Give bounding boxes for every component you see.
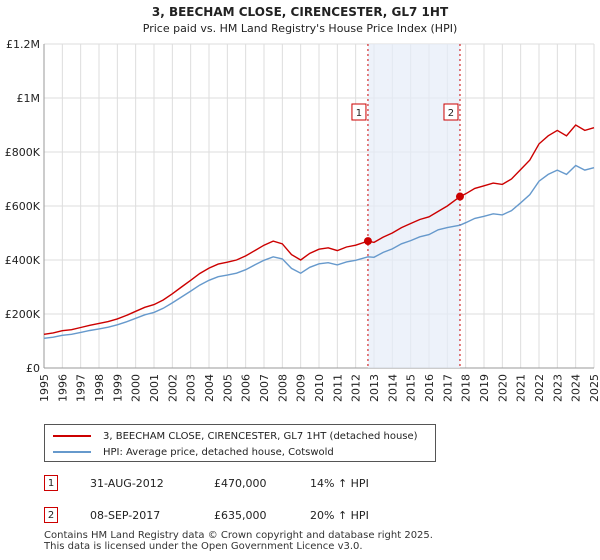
sale-hpi-change: 20% ↑ HPI xyxy=(310,508,369,522)
x-tick-label: 2019 xyxy=(478,374,491,402)
x-tick-label: 1999 xyxy=(111,374,124,402)
x-tick-label: 2001 xyxy=(148,374,161,402)
legend-item-property: 3, BEECHAM CLOSE, CIRENCESTER, GL7 1HT (… xyxy=(53,428,418,444)
sale-row-1: 1 31-AUG-2012 £470,000 14% ↑ HPI xyxy=(44,474,369,492)
points-layer xyxy=(363,192,464,246)
sale-date: 31-AUG-2012 xyxy=(90,476,164,490)
sale-row-2: 2 08-SEP-2017 £635,000 20% ↑ HPI xyxy=(44,506,369,524)
x-tick-label: 2016 xyxy=(423,374,436,402)
x-tick-label: 2014 xyxy=(386,374,399,402)
x-tick-label: 1996 xyxy=(56,374,69,402)
footer: Contains HM Land Registry data © Crown c… xyxy=(44,530,433,552)
x-tick-label: 2021 xyxy=(515,374,528,402)
y-tick-label: £600K xyxy=(5,200,41,213)
sale-date: 08-SEP-2017 xyxy=(90,508,161,522)
x-tick-label: 2025 xyxy=(588,374,600,402)
x-tick-label: 2004 xyxy=(203,374,216,402)
x-tick-label: 2020 xyxy=(496,374,509,402)
sale-badge-label-2: 2 xyxy=(448,108,454,119)
sale-badge-box-2 xyxy=(443,103,459,121)
property-series-line xyxy=(43,124,595,335)
legend: 3, BEECHAM CLOSE, CIRENCESTER, GL7 1HT (… xyxy=(44,424,436,462)
y-axis: £0 £200K £400K £600K £800K £1M £1.2M xyxy=(5,38,41,375)
legend-item-hpi: HPI: Average price, detached house, Cots… xyxy=(53,444,334,460)
x-tick-label: 2023 xyxy=(551,374,564,402)
x-tick-label: 1998 xyxy=(93,374,106,402)
sale-badge-box-1 xyxy=(351,103,367,121)
y-tick-label: £1.2M xyxy=(6,38,40,51)
x-tick-label: 2007 xyxy=(258,374,271,402)
chart-subtitle: Price paid vs. HM Land Registry's House … xyxy=(143,22,458,35)
series-layer xyxy=(43,124,595,339)
x-tick-label: 2005 xyxy=(221,374,234,402)
legend-swatch-hpi xyxy=(53,451,91,453)
legend-label-property: 3, BEECHAM CLOSE, CIRENCESTER, GL7 1HT (… xyxy=(103,430,418,442)
x-tick-label: 2013 xyxy=(368,374,381,402)
x-tick-label: 2010 xyxy=(313,374,326,402)
sale-badge: 2 xyxy=(44,507,58,523)
x-tick-label: 2024 xyxy=(570,374,583,402)
sale-badge-label-1: 1 xyxy=(356,108,362,119)
grid xyxy=(43,43,595,369)
footer-copyright: Contains HM Land Registry data © Crown c… xyxy=(44,530,433,541)
x-tick-label: 2009 xyxy=(295,374,308,402)
x-tick-label: 2012 xyxy=(350,374,363,402)
y-tick-label: £400K xyxy=(5,254,41,267)
x-tick-label: 2017 xyxy=(441,374,454,402)
price-chart: £0£200K£400K£600K£800K£1M£1.2M 1995 1996 1… xyxy=(5,5,600,402)
x-tick-label: 2002 xyxy=(166,374,179,402)
sale-point-1 xyxy=(363,237,372,246)
x-tick-label: 2011 xyxy=(331,374,344,402)
x-tick-label: 2006 xyxy=(240,374,253,402)
x-tick-label: 2018 xyxy=(460,374,473,402)
legend-label-hpi: HPI: Average price, detached house, Cots… xyxy=(103,446,334,458)
x-tick-label: 2000 xyxy=(130,374,143,402)
y-tick-label: £200K xyxy=(5,308,41,321)
footer-licence: This data is licensed under the Open Gov… xyxy=(44,541,363,552)
hpi-series-line xyxy=(43,164,595,339)
sale-point-2 xyxy=(455,192,464,201)
y-tick-label: £0 xyxy=(26,362,40,375)
y-tick-label: £1M xyxy=(17,92,41,105)
x-tick-label: 2022 xyxy=(533,374,546,402)
y-tick-label: £800K xyxy=(5,146,41,159)
x-tick-label: 1997 xyxy=(75,374,88,402)
sale-price: £635,000 xyxy=(214,508,267,522)
sale-hpi-change: 14% ↑ HPI xyxy=(310,476,369,490)
x-tick-label: 2003 xyxy=(185,374,198,402)
x-tick-label: 2008 xyxy=(276,374,289,402)
legend-swatch-property xyxy=(53,435,91,437)
highlight-band xyxy=(367,44,460,368)
sale-badge: 1 xyxy=(44,475,58,491)
chart-title: 3, BEECHAM CLOSE, CIRENCESTER, GL7 1HT xyxy=(152,5,449,19)
sale-price: £470,000 xyxy=(214,476,267,490)
x-tick-label: 2015 xyxy=(405,374,418,402)
x-axis: 1995 1996 1997 1998 1999 2000 2001 2002 2003 2004… xyxy=(38,374,600,402)
x-tick-label: 1995 xyxy=(38,374,51,402)
